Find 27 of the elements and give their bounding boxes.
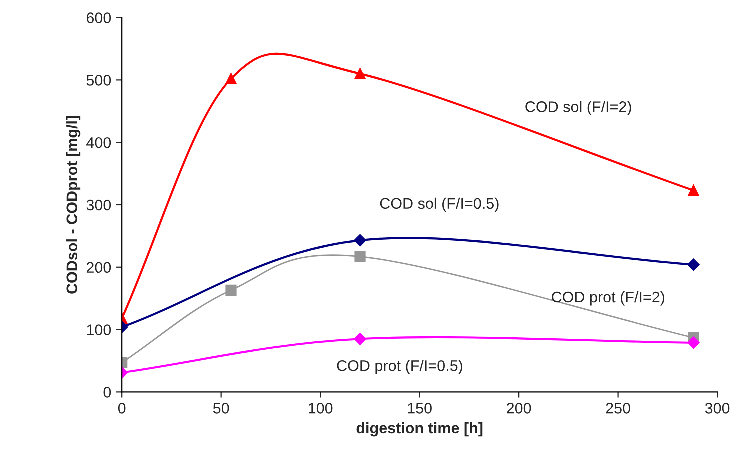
point bbox=[354, 68, 366, 80]
point bbox=[688, 185, 700, 196]
x-axis-title: digestion time [h] bbox=[356, 422, 483, 437]
x-tick-label: 250 bbox=[606, 403, 630, 414]
point bbox=[688, 336, 700, 349]
series-label: COD sol (F/I=2) bbox=[526, 101, 632, 116]
x-tick-label: 300 bbox=[705, 403, 730, 414]
y-tick-label: 600 bbox=[86, 12, 112, 24]
series-label: COD prot (F/I=0.5) bbox=[337, 360, 462, 374]
y-axis-title: CODsol - CODprot [mg/l] bbox=[66, 116, 81, 294]
series-label: COD sol (F/I=0.5) bbox=[380, 198, 499, 212]
x-tick-label: 200 bbox=[507, 403, 532, 414]
y-tick-label: 200 bbox=[86, 262, 112, 274]
y-tick-label: 400 bbox=[86, 137, 112, 148]
series-label: COD prot (F/I=2) bbox=[552, 291, 665, 306]
y-tick-label: 0 bbox=[104, 387, 112, 398]
y-tick-label: 100 bbox=[87, 324, 112, 336]
x-tick-label: 150 bbox=[408, 403, 432, 414]
point bbox=[354, 333, 366, 346]
point bbox=[688, 258, 700, 271]
x-tick-label: 100 bbox=[308, 403, 333, 414]
point bbox=[354, 234, 366, 247]
x-tick-label: 0 bbox=[118, 403, 126, 414]
y-tick-label: 500 bbox=[86, 75, 112, 86]
y-tick-label: 300 bbox=[86, 200, 112, 211]
point bbox=[354, 251, 366, 262]
x-tick-label: 50 bbox=[213, 403, 230, 414]
